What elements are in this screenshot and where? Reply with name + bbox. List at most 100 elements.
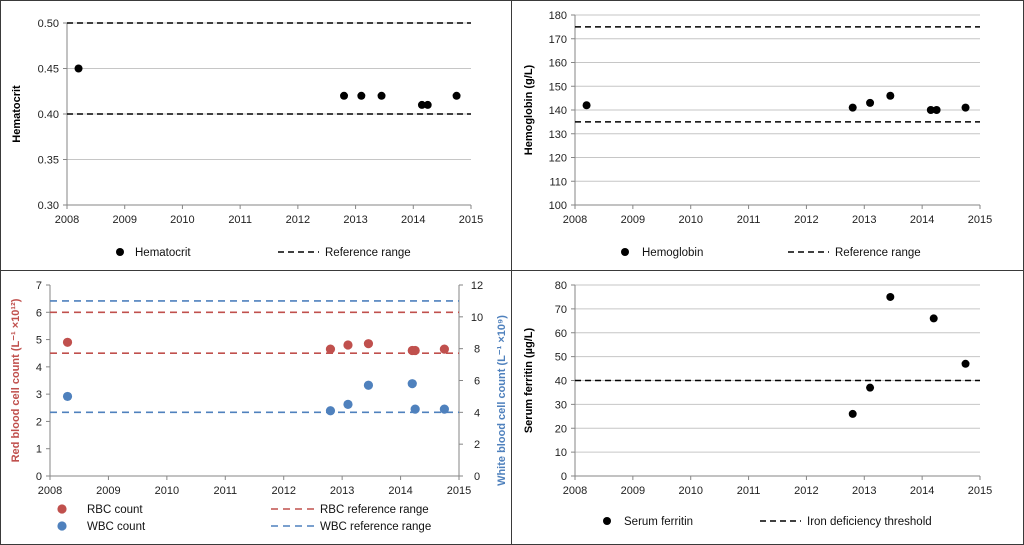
y-right-tick-label: 8 <box>474 344 480 356</box>
x-tick-label: 2014 <box>401 214 425 226</box>
data-point <box>932 106 941 114</box>
data-point <box>886 292 895 301</box>
y-right-tick-label: 10 <box>471 312 483 324</box>
hemoglobin-chart-panel: 2008 2009 2010 2011 2012 2013 2014 2015 100 110 12… <box>512 0 1024 271</box>
legend-marker <box>57 504 67 514</box>
y-right-tick-label: 4 <box>474 407 480 419</box>
hematocrit-svg: 2008 2009 2010 2011 2012 2013 2014 2015 0.30 0.35… <box>11 18 483 259</box>
x-tick-label: 2011 <box>213 485 237 497</box>
y-tick-label: 2 <box>36 416 42 428</box>
x-tick-label: 2011 <box>737 485 761 497</box>
x-tick-label: 2013 <box>852 485 876 497</box>
x-tick-label: 2015 <box>968 485 992 497</box>
legend-marker <box>603 517 611 525</box>
legend-label: RBC count <box>87 504 143 516</box>
data-point <box>363 339 374 349</box>
y-tick-label: 50 <box>555 352 567 364</box>
x-tick-label: 2012 <box>286 214 310 226</box>
x-tick-label: 2010 <box>170 214 194 226</box>
y-right-tick-label: 2 <box>474 439 480 451</box>
x-tick-label: 2012 <box>794 485 818 497</box>
y-tick-label: 170 <box>549 34 567 46</box>
y-tick-label: 3 <box>36 389 42 401</box>
x-tick-label: 2011 <box>737 214 761 226</box>
y-tick-label: 130 <box>549 129 567 141</box>
y-axis-title: Red blood cell count (L⁻¹ ×10¹²) <box>10 298 22 462</box>
y-tick-label: 150 <box>549 81 567 93</box>
y-tick-label: 4 <box>36 362 42 374</box>
x-tick-label: 2014 <box>388 485 412 497</box>
x-tick-label: 2014 <box>910 214 934 226</box>
y-right-tick-label: 0 <box>474 471 480 483</box>
legend-label: Hemoglobin <box>642 247 703 259</box>
y-tick-label: 20 <box>555 423 567 435</box>
data-point <box>325 406 336 416</box>
legend-label: Reference range <box>835 247 921 259</box>
x-tick-label: 2009 <box>112 214 136 226</box>
x-tick-label: 2014 <box>910 485 934 497</box>
y-tick-label: 30 <box>555 399 567 411</box>
y-right-tick-label: 6 <box>474 376 480 388</box>
legend-label: WBC reference range <box>320 521 431 533</box>
legend-marker <box>621 248 629 256</box>
x-tick-label: 2010 <box>678 485 702 497</box>
x-tick-label: 2009 <box>96 485 120 497</box>
hematocrit-chart-panel: 2008 2009 2010 2011 2012 2013 2014 2015 0.30 0.35… <box>0 0 512 271</box>
y-tick-label: 40 <box>555 376 567 388</box>
y-tick-label: 80 <box>555 280 567 292</box>
data-point <box>377 91 386 100</box>
data-point <box>423 100 432 109</box>
x-tick-label: 2009 <box>621 485 645 497</box>
x-tick-label: 2013 <box>330 485 354 497</box>
x-tick-label: 2015 <box>968 214 992 226</box>
y-tick-label: 0 <box>36 471 42 483</box>
hemoglobin-svg: 2008 2009 2010 2011 2012 2013 2014 2015 100 110 12… <box>523 10 992 259</box>
y-tick-label: 0 <box>561 471 567 483</box>
y-tick-label: 10 <box>555 447 567 459</box>
legend-label: Serum ferritin <box>624 516 693 528</box>
x-tick-label: 2013 <box>852 214 876 226</box>
x-tick-label: 2009 <box>621 214 645 226</box>
data-point <box>357 91 366 100</box>
ferritin-chart-panel: 2008 2009 2010 2011 2012 2013 2014 2015 0 10 20 30 4… <box>512 271 1024 545</box>
data-point <box>582 101 591 110</box>
y-tick-label: 60 <box>555 328 567 340</box>
y-tick-label: 0.40 <box>38 109 59 121</box>
data-point <box>926 106 935 114</box>
y-axis-right-title: White blood cell count (L⁻¹ ×10⁹) <box>496 315 508 486</box>
x-tick-label: 2008 <box>563 214 587 226</box>
data-point <box>325 344 336 354</box>
x-tick-label: 2012 <box>271 485 295 497</box>
y-axis-title: Hemoglobin (g/L) <box>523 64 535 155</box>
data-point <box>340 91 349 100</box>
data-point <box>62 337 73 347</box>
x-tick-label: 2013 <box>343 214 367 226</box>
data-point <box>343 399 353 409</box>
y-tick-label: 180 <box>549 10 567 22</box>
x-tick-label: 2015 <box>459 214 483 226</box>
data-point <box>343 340 353 350</box>
data-point <box>363 380 374 390</box>
y-tick-label: 0.45 <box>38 64 59 76</box>
y-tick-label: 0.35 <box>38 155 59 167</box>
x-tick-label: 2008 <box>38 485 62 497</box>
data-point <box>866 383 875 392</box>
data-point <box>961 359 970 368</box>
x-tick-label: 2008 <box>563 485 587 497</box>
y-tick-label: 5 <box>36 335 42 347</box>
y-tick-label: 100 <box>549 200 567 212</box>
y-right-tick-label: 12 <box>471 280 483 292</box>
ferritin-svg: 2008 2009 2010 2011 2012 2013 2014 2015 0 10 20 30 4… <box>523 280 992 528</box>
y-axis-title: Hematocrit <box>11 85 23 143</box>
data-point <box>74 64 83 73</box>
legend-marker <box>116 248 124 256</box>
data-point <box>410 345 420 356</box>
y-tick-label: 0.30 <box>38 200 59 212</box>
legend-label: RBC reference range <box>320 504 429 516</box>
x-tick-label: 2012 <box>794 214 818 226</box>
x-tick-label: 2010 <box>678 214 702 226</box>
data-point <box>62 391 73 402</box>
blood-counts-chart-panel: 2008 2009 2010 2011 2012 2013 2014 2015 0 1 2 3 4 5 6 7… <box>0 271 512 545</box>
y-axis-title: Serum ferritin (µg/L) <box>523 327 535 433</box>
